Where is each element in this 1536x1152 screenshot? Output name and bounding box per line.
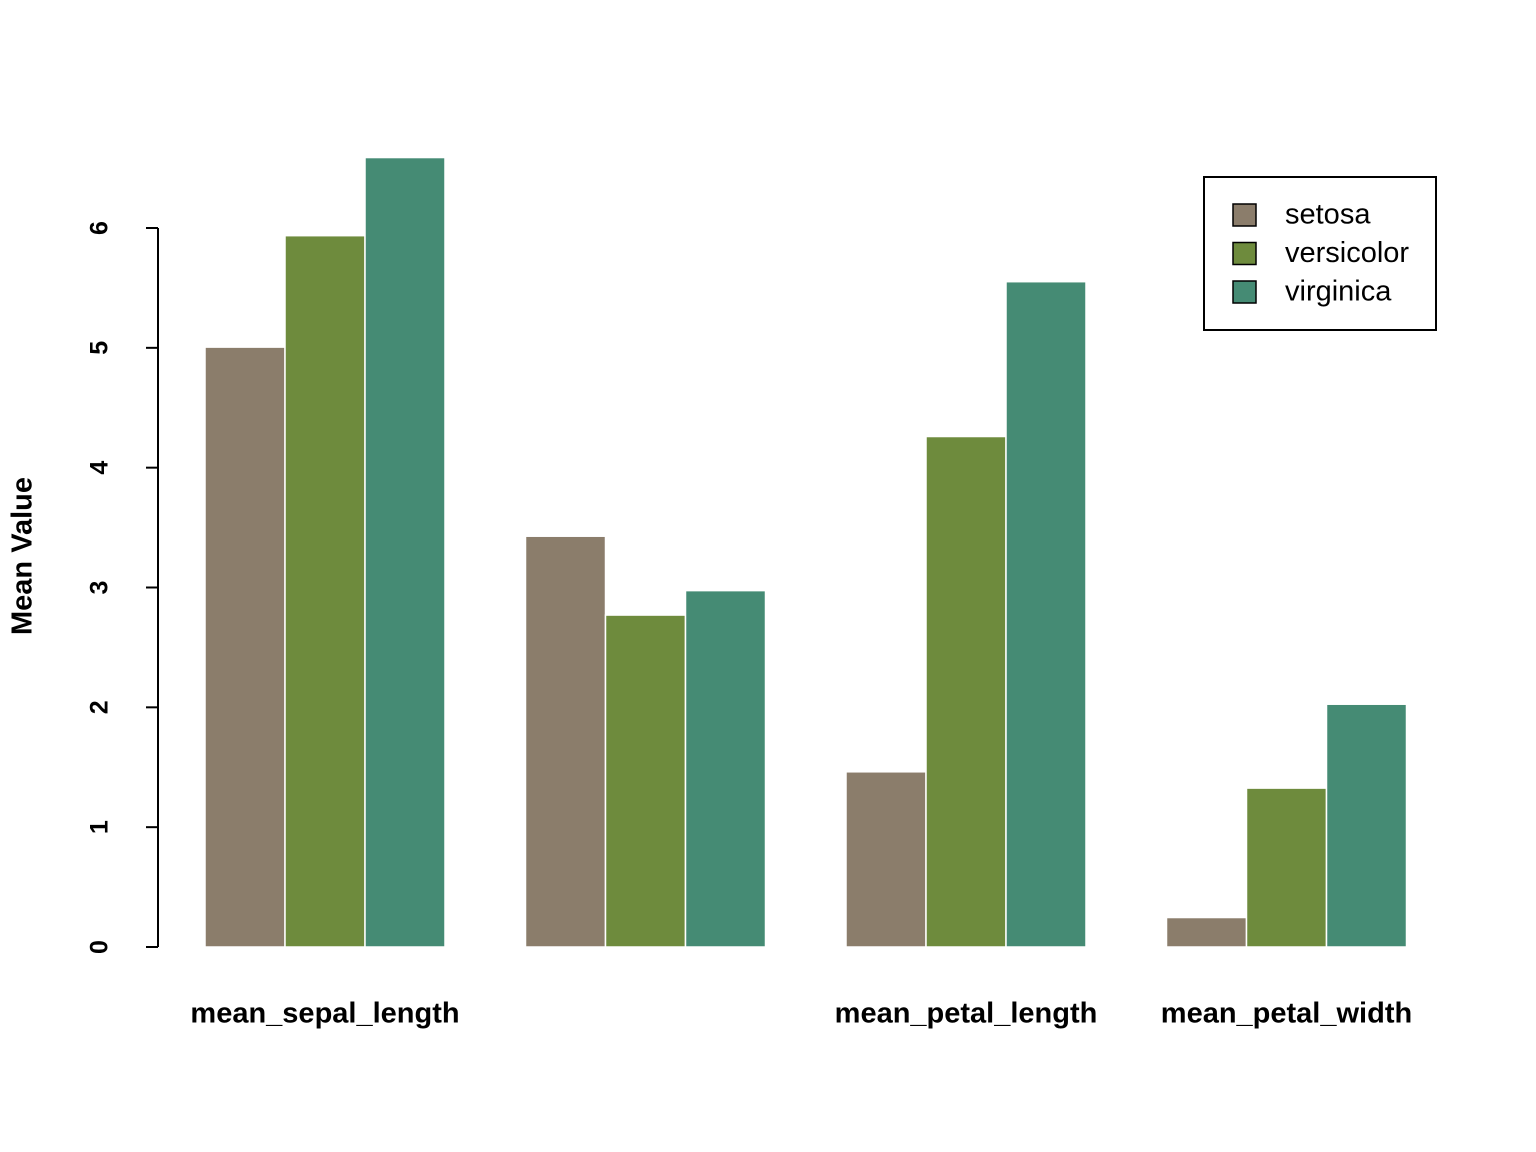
bar <box>1165 916 1248 948</box>
x-tick-label: mean_petal_length <box>835 998 1098 1030</box>
legend-label: virginica <box>1285 276 1392 308</box>
bar <box>684 589 767 948</box>
y-tick-label: 6 <box>86 221 114 235</box>
legend-swatch <box>1232 241 1257 266</box>
y-tick-label: 3 <box>86 581 114 595</box>
bar <box>1245 787 1328 948</box>
bar <box>604 614 687 948</box>
x-tick-label: mean_petal_width <box>1161 998 1412 1030</box>
y-axis-label: Mean Value <box>7 477 39 635</box>
bar <box>284 234 366 948</box>
bar <box>364 156 446 948</box>
y-tick-label: 4 <box>86 461 114 475</box>
bar <box>925 435 1007 948</box>
bar <box>1005 280 1087 948</box>
y-tick-label: 0 <box>86 940 114 954</box>
legend-label: setosa <box>1285 199 1371 231</box>
x-tick-label: mean_sepal_length <box>190 998 459 1030</box>
bar <box>204 346 286 948</box>
y-tick-label: 2 <box>86 700 114 714</box>
legend-swatch <box>1232 280 1257 304</box>
y-tick-label: 1 <box>86 820 114 834</box>
legend-swatch <box>1232 203 1257 227</box>
bar <box>845 771 927 948</box>
bar <box>524 535 607 948</box>
y-tick-label: 5 <box>86 341 114 355</box>
bar <box>1325 703 1408 948</box>
legend-label: versicolor <box>1285 237 1409 269</box>
